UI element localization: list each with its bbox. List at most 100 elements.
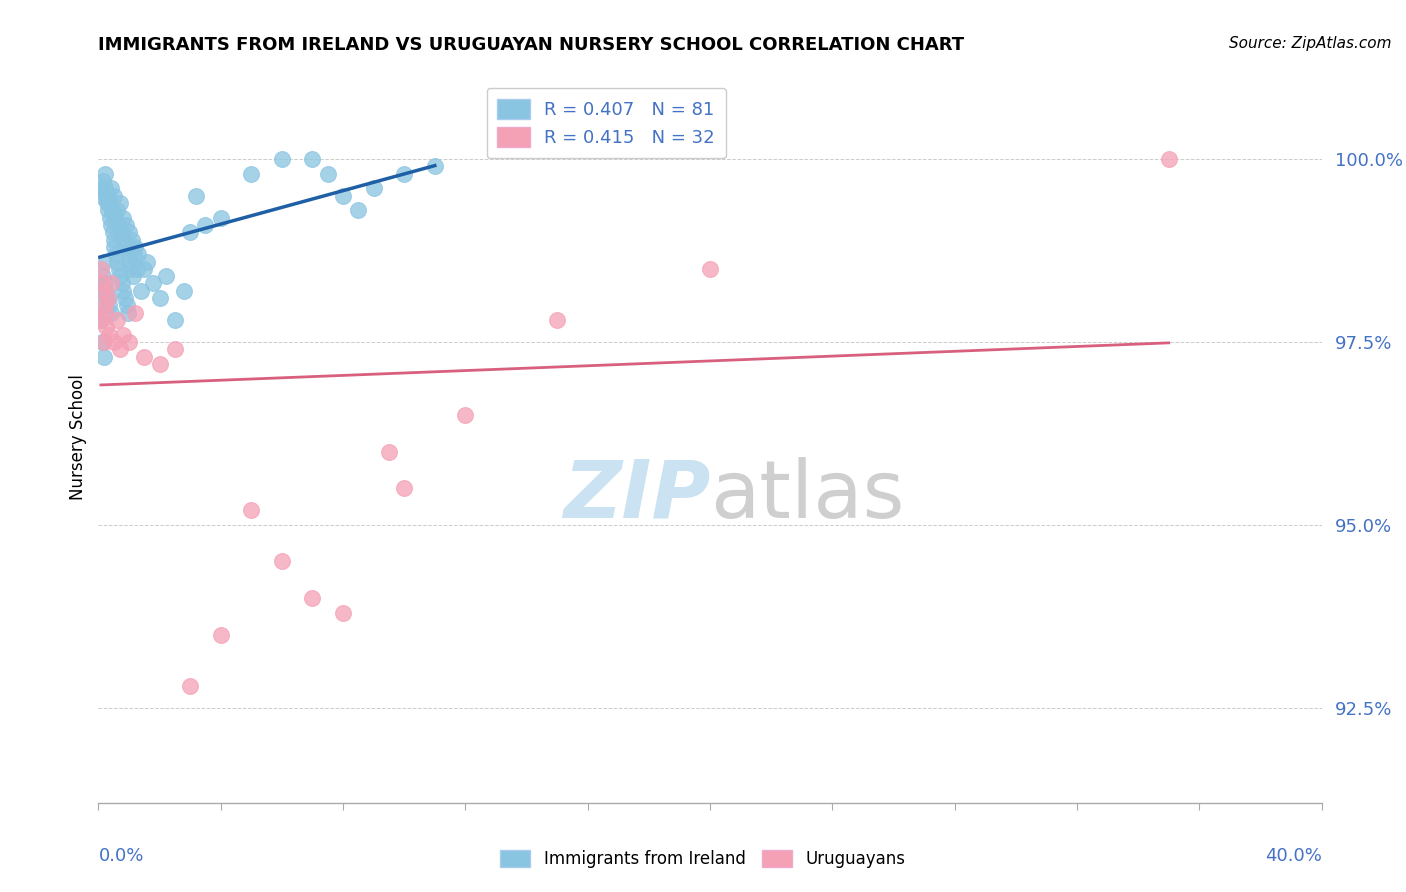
Point — [155, 269, 177, 284]
Y-axis label: Nursery School: Nursery School — [69, 374, 87, 500]
Point — [149, 291, 172, 305]
Point — [91, 269, 114, 284]
Point — [90, 261, 112, 276]
Point — [120, 261, 142, 276]
Point — [194, 218, 217, 232]
Point — [110, 269, 132, 284]
Point — [90, 188, 112, 202]
Point — [392, 167, 416, 181]
Text: 40.0%: 40.0% — [1265, 847, 1322, 864]
Point — [108, 261, 131, 276]
Point — [103, 233, 125, 247]
Point — [240, 503, 263, 517]
Point — [91, 181, 114, 195]
Point — [163, 343, 186, 357]
Point — [111, 327, 134, 342]
Point — [142, 277, 165, 291]
Point — [98, 327, 121, 342]
Point — [93, 277, 115, 291]
Point — [90, 313, 112, 327]
Point — [91, 277, 114, 291]
Point — [94, 188, 117, 202]
Point — [316, 167, 339, 181]
Point — [108, 343, 131, 357]
Point — [91, 284, 114, 298]
Point — [117, 240, 139, 254]
Point — [129, 284, 152, 298]
Point — [100, 277, 122, 291]
Point — [101, 203, 124, 218]
Point — [93, 350, 115, 364]
Point — [114, 291, 136, 305]
Text: atlas: atlas — [710, 457, 904, 534]
Point — [108, 196, 131, 211]
Point — [93, 254, 115, 268]
Point — [94, 320, 117, 334]
Point — [240, 167, 263, 181]
Point — [332, 188, 354, 202]
Point — [173, 284, 195, 298]
Point — [96, 196, 118, 211]
Point — [209, 211, 232, 225]
Point — [270, 554, 294, 568]
Point — [91, 174, 114, 188]
Point — [1157, 152, 1180, 166]
Point — [97, 188, 120, 202]
Point — [100, 306, 122, 320]
Point — [115, 298, 138, 312]
Point — [546, 313, 568, 327]
Point — [301, 152, 323, 166]
Point — [94, 284, 117, 298]
Point — [209, 627, 232, 641]
Point — [100, 181, 122, 195]
Point — [98, 196, 121, 211]
Point — [134, 350, 156, 364]
Point — [121, 269, 143, 284]
Point — [332, 606, 354, 620]
Point — [127, 247, 149, 261]
Point — [103, 240, 125, 254]
Legend: R = 0.407   N = 81, R = 0.415   N = 32: R = 0.407 N = 81, R = 0.415 N = 32 — [486, 87, 725, 158]
Point — [270, 152, 294, 166]
Point — [103, 188, 125, 202]
Point — [124, 306, 146, 320]
Point — [118, 254, 141, 268]
Point — [423, 160, 446, 174]
Point — [89, 298, 111, 312]
Point — [97, 291, 120, 305]
Point — [179, 679, 201, 693]
Point — [118, 334, 141, 349]
Legend: Immigrants from Ireland, Uruguayans: Immigrants from Ireland, Uruguayans — [494, 843, 912, 875]
Point — [110, 225, 132, 239]
Point — [118, 247, 141, 261]
Point — [392, 481, 416, 495]
Point — [94, 298, 117, 312]
Point — [115, 218, 138, 232]
Point — [378, 444, 401, 458]
Point — [97, 291, 120, 305]
Point — [347, 203, 370, 218]
Point — [90, 313, 112, 327]
Text: Source: ZipAtlas.com: Source: ZipAtlas.com — [1229, 36, 1392, 51]
Point — [105, 313, 128, 327]
Point — [104, 211, 127, 225]
Point — [105, 203, 128, 218]
Point — [118, 225, 141, 239]
Point — [97, 203, 120, 218]
Point — [111, 211, 134, 225]
Point — [125, 261, 148, 276]
Point — [454, 408, 477, 422]
Point — [122, 247, 145, 261]
Point — [163, 313, 186, 327]
Text: ZIP: ZIP — [562, 457, 710, 534]
Point — [103, 334, 125, 349]
Point — [93, 306, 115, 320]
Point — [101, 225, 124, 239]
Point — [120, 240, 142, 254]
Point — [98, 211, 121, 225]
Point — [107, 218, 129, 232]
Point — [100, 218, 122, 232]
Point — [93, 334, 115, 349]
Point — [149, 357, 172, 371]
Point — [112, 233, 135, 247]
